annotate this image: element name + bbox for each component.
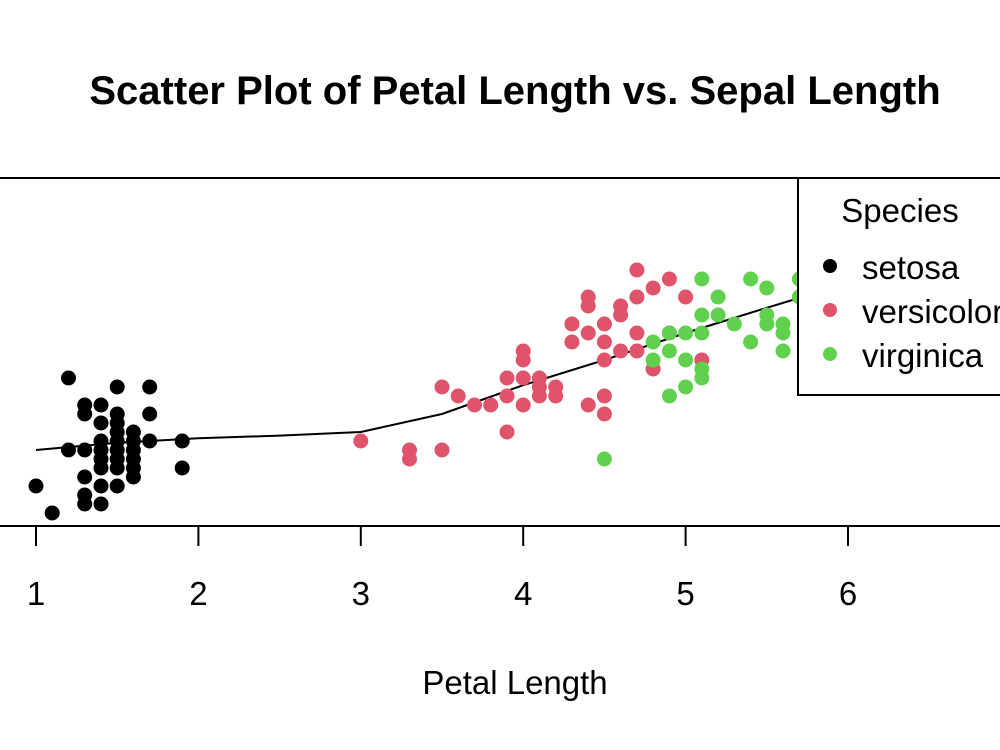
point-virginica-8 [678, 325, 694, 341]
legend-marker-virginica [823, 347, 837, 361]
point-virginica-13 [694, 271, 710, 287]
point-versicolor-21 [564, 316, 580, 332]
point-setosa-32 [28, 478, 44, 494]
point-virginica-0 [596, 451, 612, 467]
point-setosa-1 [109, 379, 125, 395]
point-versicolor-11 [515, 397, 531, 413]
point-versicolor-34 [629, 343, 645, 359]
point-virginica-18 [743, 271, 759, 287]
x-tick-label-4: 4 [514, 575, 532, 612]
point-versicolor-9 [499, 388, 515, 404]
point-versicolor-39 [645, 280, 661, 296]
point-setosa-36 [77, 496, 93, 512]
point-versicolor-25 [580, 289, 596, 305]
point-virginica-2 [645, 334, 661, 350]
trend-line-group [35, 287, 833, 451]
point-versicolor-0 [353, 433, 369, 449]
point-versicolor-37 [629, 262, 645, 278]
point-versicolor-8 [499, 424, 515, 440]
point-virginica-11 [694, 325, 710, 341]
point-virginica-6 [678, 379, 694, 395]
point-setosa-35 [93, 496, 109, 512]
point-versicolor-41 [661, 271, 677, 287]
point-versicolor-26 [596, 406, 612, 422]
legend-marker-versicolor [823, 303, 837, 317]
point-versicolor-23 [580, 325, 596, 341]
point-versicolor-6 [467, 397, 482, 413]
point-virginica-14 [710, 307, 726, 323]
x-tick-label-6: 6 [839, 575, 857, 612]
point-virginica-20 [759, 307, 775, 323]
point-versicolor-2 [402, 451, 417, 467]
point-setosa-33 [93, 478, 109, 494]
x-axis-label: Petal Length [422, 664, 607, 701]
point-versicolor-31 [613, 343, 629, 359]
point-virginica-7 [678, 352, 694, 368]
data-points [28, 262, 807, 521]
legend-marker-setosa [823, 259, 837, 273]
point-versicolor-28 [596, 352, 612, 368]
point-virginica-5 [661, 325, 677, 341]
point-versicolor-3 [434, 442, 450, 458]
point-setosa-4 [93, 397, 109, 413]
point-versicolor-4 [434, 379, 450, 395]
point-versicolor-33 [613, 298, 629, 314]
point-versicolor-29 [596, 334, 612, 350]
point-setosa-31 [109, 478, 125, 494]
x-tick-label-3: 3 [352, 575, 370, 612]
legend: Species setosa versicolor virginica [797, 177, 1000, 396]
point-versicolor-14 [515, 343, 531, 359]
point-versicolor-10 [499, 370, 515, 386]
point-versicolor-19 [548, 388, 564, 404]
x-tick-label-2: 2 [189, 575, 207, 612]
point-virginica-3 [661, 388, 677, 404]
point-virginica-16 [726, 316, 742, 332]
point-setosa-17 [61, 442, 76, 458]
point-virginica-10 [694, 361, 710, 377]
point-setosa-26 [109, 460, 125, 476]
point-setosa-7 [142, 406, 158, 422]
point-versicolor-17 [531, 370, 547, 386]
point-versicolor-7 [483, 397, 499, 413]
point-virginica-22 [775, 343, 791, 359]
x-axis: 1234567 [27, 525, 1000, 612]
point-versicolor-22 [580, 397, 596, 413]
x-tick-label-5: 5 [676, 575, 694, 612]
point-setosa-8 [93, 415, 109, 431]
point-virginica-24 [775, 316, 791, 332]
point-virginica-12 [694, 307, 710, 323]
point-virginica-4 [661, 343, 677, 359]
point-setosa-0 [61, 370, 76, 386]
point-setosa-28 [174, 460, 190, 476]
point-virginica-15 [710, 289, 726, 305]
point-setosa-16 [174, 433, 190, 449]
x-tick-label-1: 1 [27, 575, 45, 612]
point-versicolor-36 [629, 289, 645, 305]
point-setosa-25 [93, 460, 109, 476]
trend-line [35, 287, 833, 451]
point-virginica-21 [759, 280, 775, 296]
point-versicolor-12 [515, 370, 531, 386]
point-setosa-29 [77, 469, 93, 485]
chart-title: Scatter Plot of Petal Length vs. Sepal L… [89, 69, 940, 113]
point-setosa-37 [44, 505, 60, 521]
point-setosa-5 [77, 406, 93, 422]
point-versicolor-42 [678, 289, 694, 305]
point-setosa-18 [77, 442, 93, 458]
legend-label-versicolor: versicolor [862, 293, 1000, 330]
point-setosa-2 [142, 379, 158, 395]
legend-title: Species [841, 192, 958, 229]
point-setosa-30 [125, 469, 141, 485]
point-versicolor-30 [596, 316, 612, 332]
point-virginica-17 [743, 334, 759, 350]
point-setosa-15 [142, 433, 158, 449]
point-versicolor-35 [629, 325, 645, 341]
legend-label-virginica: virginica [862, 337, 984, 374]
point-virginica-1 [645, 352, 661, 368]
point-versicolor-20 [564, 334, 580, 350]
point-versicolor-5 [450, 388, 466, 404]
legend-label-setosa: setosa [862, 249, 960, 286]
point-versicolor-27 [596, 388, 612, 404]
